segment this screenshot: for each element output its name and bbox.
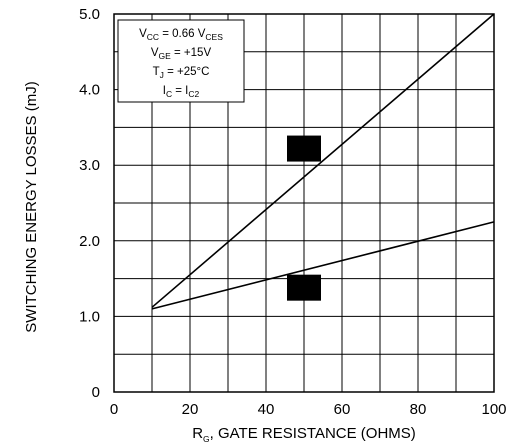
conditions-box-frame bbox=[117, 19, 245, 103]
condition-value: = +25°C bbox=[164, 66, 210, 78]
condition-subscript: GE bbox=[159, 51, 172, 61]
condition-value: = 0.66 V bbox=[159, 28, 206, 40]
grid bbox=[114, 14, 494, 392]
condition-symbol: V bbox=[151, 47, 159, 59]
y-tick-label: 0 bbox=[92, 384, 100, 401]
condition-subscript-2: C2 bbox=[188, 89, 199, 99]
condition-line-1: VCC = 0.66 VCES bbox=[139, 28, 223, 42]
x-tick-label: 60 bbox=[334, 401, 351, 418]
condition-subscript: CC bbox=[147, 32, 159, 42]
x-axis-label: RG, GATE RESISTANCE (OHMS) bbox=[192, 425, 416, 444]
series-line-2 bbox=[151, 221, 495, 310]
x-axis-label-rest: , GATE RESISTANCE (OHMS) bbox=[210, 425, 416, 442]
y-tick-label: 4.0 bbox=[79, 82, 100, 99]
condition-subscript: C bbox=[166, 89, 172, 99]
y-axis-label: SWITCHING ENERGY LOSSES (mJ) bbox=[23, 81, 40, 332]
x-axis-label-prefix: R bbox=[192, 425, 203, 442]
y-tick-label: 2.0 bbox=[79, 233, 100, 250]
condition-subscript: J bbox=[160, 70, 164, 80]
y-tick-label: 1.0 bbox=[79, 308, 100, 325]
series-line-1 bbox=[151, 13, 495, 308]
series-marker-1 bbox=[287, 135, 321, 162]
series-marker-2 bbox=[287, 274, 321, 301]
x-tick-label: 0 bbox=[110, 401, 118, 418]
x-tick-label: 100 bbox=[481, 401, 506, 418]
series-group bbox=[151, 13, 495, 310]
x-tick-labels: 0 20 40 60 80 100 bbox=[110, 401, 507, 418]
condition-symbol: I bbox=[163, 85, 166, 97]
x-axis-label-sub: G bbox=[203, 434, 210, 444]
condition-symbol: V bbox=[139, 28, 147, 40]
condition-line-2: VGE = +15V bbox=[151, 47, 212, 61]
x-tick-label: 20 bbox=[182, 401, 199, 418]
plot-frame bbox=[113, 13, 495, 393]
x-tick-label: 40 bbox=[258, 401, 275, 418]
condition-line-4: IC = IC2 bbox=[163, 85, 200, 99]
condition-line-3: TJ = +25°C bbox=[153, 66, 210, 80]
y-tick-labels: 0 1.0 2.0 3.0 4.0 5.0 bbox=[79, 6, 100, 401]
series-markers bbox=[287, 135, 321, 301]
condition-value: = +15V bbox=[171, 47, 212, 59]
condition-value: = I bbox=[172, 85, 188, 97]
x-tick-label: 80 bbox=[410, 401, 427, 418]
y-tick-label: 3.0 bbox=[79, 157, 100, 174]
condition-subscript-2: CES bbox=[205, 32, 223, 42]
y-tick-label: 5.0 bbox=[79, 6, 100, 23]
condition-symbol: T bbox=[153, 66, 160, 78]
